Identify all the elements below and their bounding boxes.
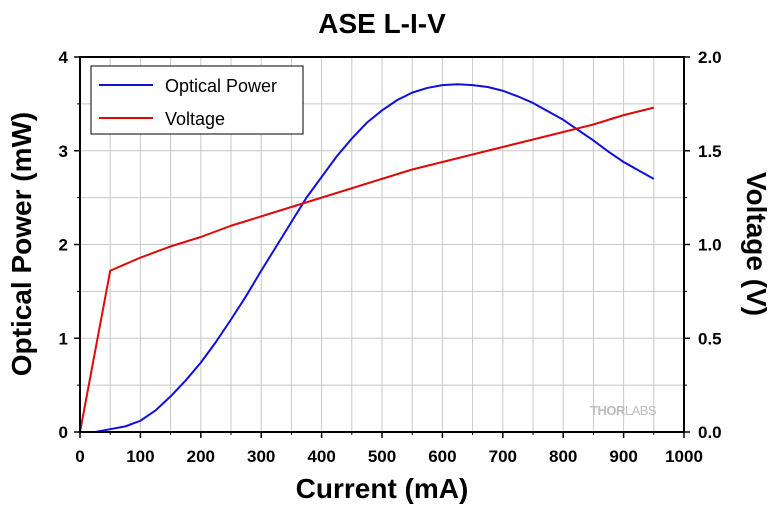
y-tick-label: 3: [59, 142, 68, 161]
x-tick-label: 200: [187, 447, 215, 466]
y-tick-label: 1: [59, 329, 68, 348]
x-tick-label: 1000: [665, 447, 703, 466]
y2-tick-label: 1.5: [698, 142, 722, 161]
y-tick-label: 4: [59, 48, 69, 67]
x-tick-label: 300: [247, 447, 275, 466]
watermark-thor: THOR: [590, 403, 626, 418]
y2-tick-label: 0.5: [698, 329, 722, 348]
x-tick-label: 100: [126, 447, 154, 466]
legend-label-voltage: Voltage: [165, 109, 225, 129]
x-tick-label: 900: [609, 447, 637, 466]
series-line-voltage: [79, 106, 655, 433]
y-tick-label: 0: [59, 423, 68, 442]
x-tick-label: 700: [489, 447, 517, 466]
x-axis-label: Current (mA): [296, 473, 469, 504]
y2-tick-label: 1.0: [698, 236, 722, 255]
axis-ticks: 0 100 200 300 400 500 600 700 800 900 1000 0 1 2 3 4 0.0…: [59, 48, 722, 466]
y2-tick-label: 2.0: [698, 48, 722, 67]
legend-box: [90, 65, 304, 135]
y-axis-label: Optical Power (mW): [6, 112, 37, 376]
y2-tick-label: 0.0: [698, 423, 722, 442]
x-tick-label: 400: [307, 447, 335, 466]
x-tick-label: 800: [549, 447, 577, 466]
thorlabs-watermark: THORLABS: [590, 403, 657, 418]
watermark-labs: LABS: [625, 403, 657, 418]
series-line-optical-power: [80, 83, 655, 433]
chart-title: ASE L-I-V: [318, 8, 446, 39]
svg-text:THORLABS: THORLABS: [590, 403, 657, 418]
x-tick-label: 0: [75, 447, 84, 466]
x-tick-label: 500: [368, 447, 396, 466]
y-tick-label: 2: [59, 236, 68, 255]
legend: Optical Power Voltage: [90, 65, 304, 135]
x-tick-label: 600: [428, 447, 456, 466]
legend-label-optical-power: Optical Power: [165, 76, 277, 96]
y2-axis-label: Voltage (V): [741, 172, 772, 316]
plot-series: [79, 83, 655, 433]
